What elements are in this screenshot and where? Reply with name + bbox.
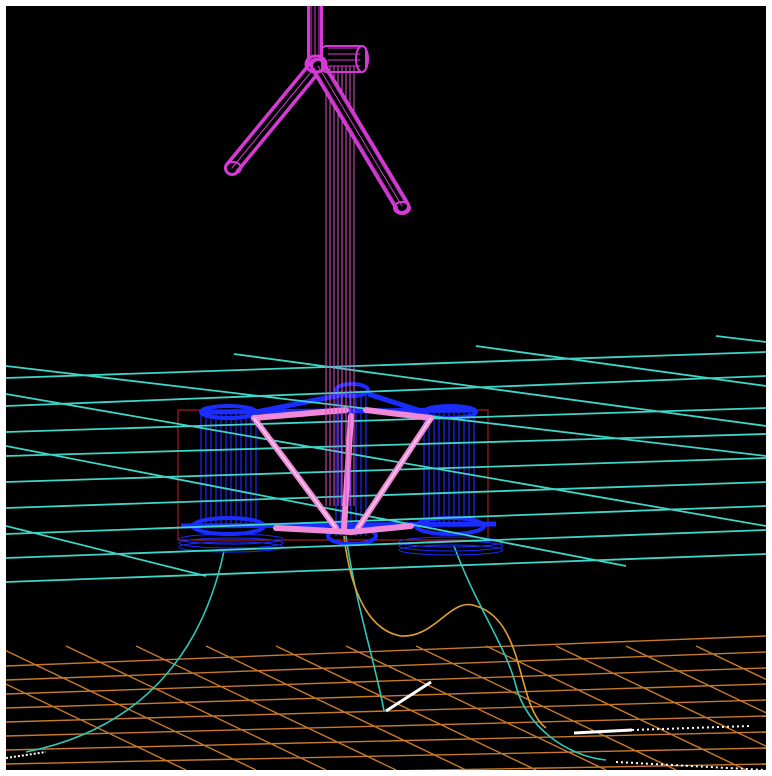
seabed-grid-line: [695, 645, 766, 681]
sea-surface-grid-line: [6, 553, 766, 583]
sea-surface-grid-line: [6, 481, 766, 509]
sea-surface-grid-line: [6, 457, 766, 483]
mooring-line-left: [25, 550, 225, 753]
seabed-grid-line: [6, 667, 766, 695]
seabed-grid-line: [6, 747, 766, 765]
pontoon-top-right: [367, 391, 425, 415]
sea-surface-grid-line: [715, 335, 766, 343]
turbine-tower: [325, 66, 355, 506]
anchor-chain-center: [385, 680, 432, 713]
seabed-grid-line: [6, 649, 257, 770]
seabed-grid-line: [485, 645, 747, 770]
wireframe-scene: [6, 6, 766, 770]
column-top: [334, 382, 370, 398]
seabed-grid-line: [402, 763, 766, 770]
seabed-grid-line: [415, 645, 677, 770]
anchor-chain-bottom-dotted: [615, 761, 766, 770]
pontoon-top-left: [255, 391, 347, 415]
mooring-lines: [25, 535, 607, 761]
seabed-grid-line: [275, 645, 537, 770]
wind-turbine-rotor: [224, 6, 411, 215]
seabed-grid-line: [6, 635, 766, 667]
anchor-chains: [6, 680, 766, 770]
sea-surface-grid-line: [475, 345, 766, 387]
seabed-grid-line: [345, 645, 607, 770]
blade-right: [310, 58, 411, 215]
seabed-grid-line: [6, 683, 766, 709]
nacelle-hub: [304, 45, 369, 74]
sea-surface-grid-line: [6, 351, 766, 379]
sea-surface-grid-line: [6, 407, 766, 433]
seabed-grid-line: [205, 645, 467, 770]
seabed-grid-line: [625, 645, 766, 714]
platform-braces-highlight: [253, 417, 432, 529]
sea-surface-grid: [6, 335, 766, 583]
mooring-line-right: [453, 545, 607, 761]
anchor-chain-left: [6, 751, 47, 759]
seabed-grid-line: [65, 645, 327, 770]
sea-surface-grid-line: [6, 433, 766, 457]
mooring-line-center-orange: [343, 535, 547, 729]
sea-surface-grid-line: [6, 393, 766, 527]
anchor-chain-right-solid: [573, 728, 633, 735]
seabed-grid: [6, 635, 766, 770]
seabed-grid-line: [6, 651, 766, 681]
blade-left: [224, 58, 324, 176]
sea-surface-grid-line: [6, 525, 207, 577]
sea-surface-grid-line: [6, 529, 766, 559]
sea-surface-grid-line: [6, 375, 766, 407]
column-base: [326, 526, 378, 546]
seabed-grid-line: [135, 645, 397, 770]
seabed-grid-line: [6, 683, 187, 770]
seabed-grid-line: [6, 731, 766, 751]
blade-upper: [307, 6, 323, 72]
mooring-line-center: [345, 535, 385, 712]
sea-surface-grid-line: [233, 353, 766, 427]
3d-viewport[interactable]: [6, 6, 766, 770]
seabed-grid-line: [555, 645, 766, 747]
